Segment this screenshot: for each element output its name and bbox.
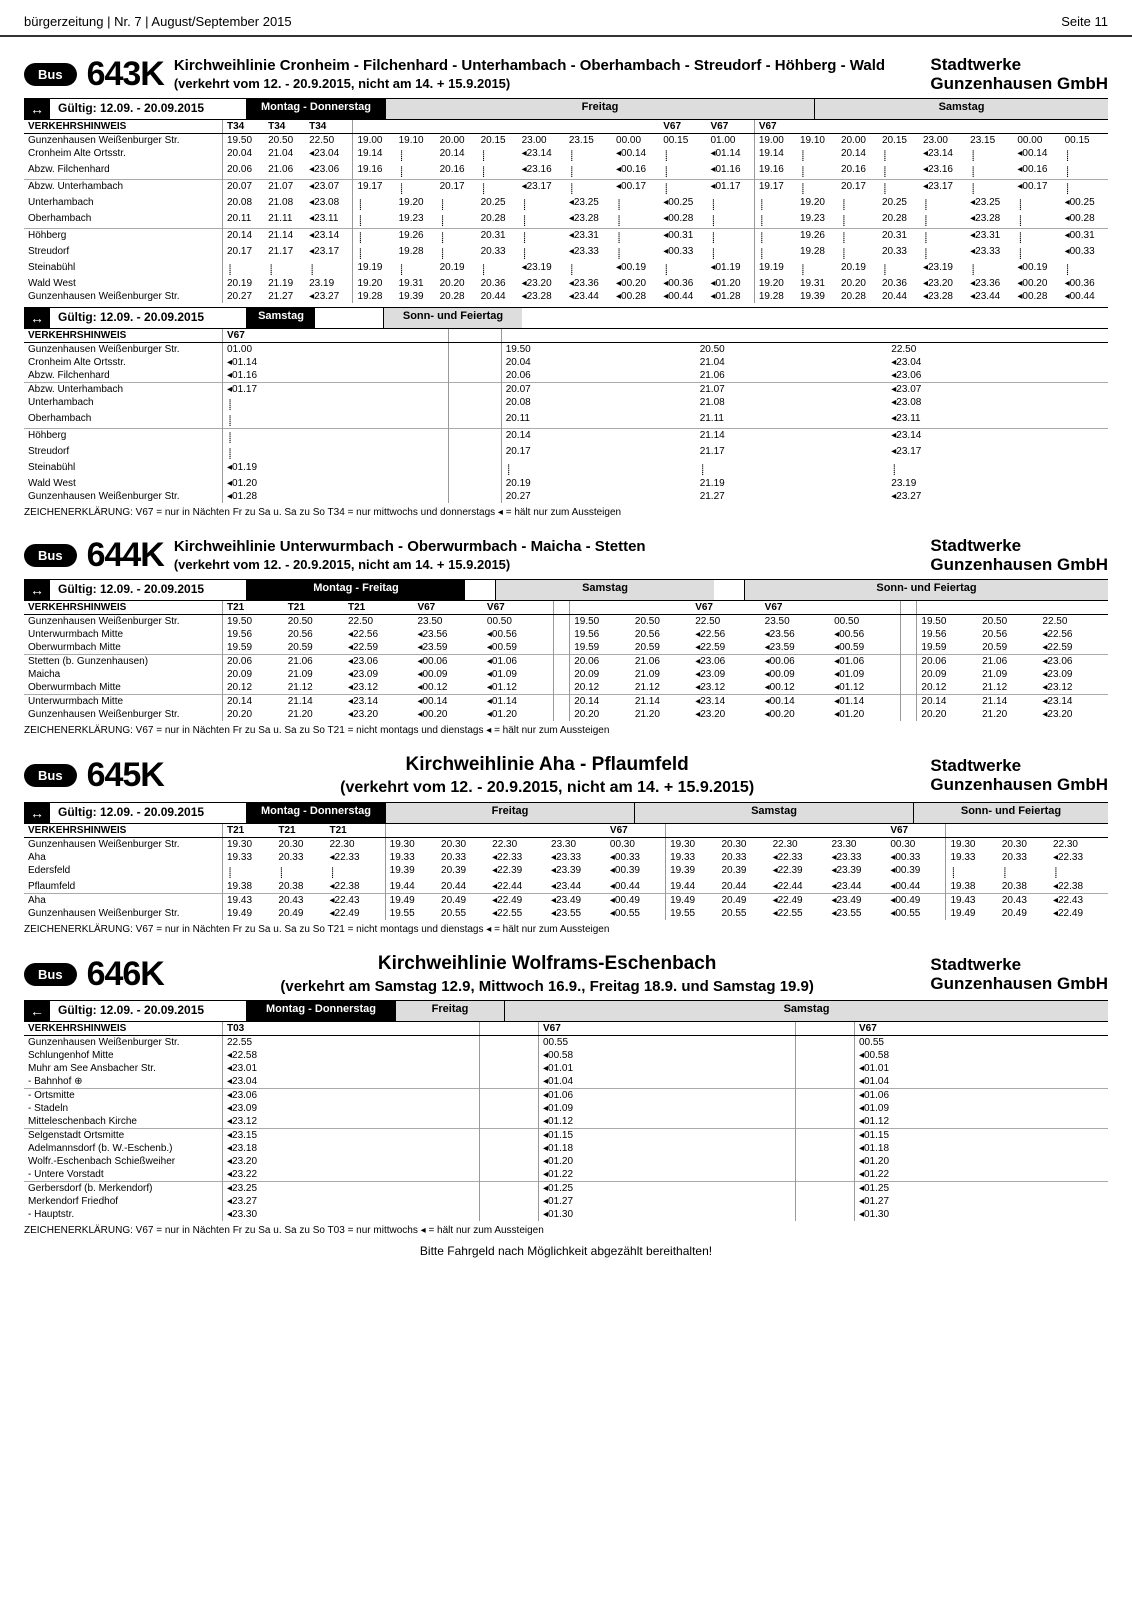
line-645k: Bus 645K Kirchweihlinie Aha - Pflaumfeld… bbox=[24, 754, 1108, 935]
line-desc: Kirchweihlinie Cronheim - Filchenhard - … bbox=[174, 57, 921, 92]
header-right: Seite 11 bbox=[1061, 14, 1108, 29]
line-643k: Bus 643K Kirchweihlinie Cronheim - Filch… bbox=[24, 55, 1108, 518]
brand: Stadtwerke Gunzenhausen GmbH bbox=[930, 56, 1108, 93]
arrow-both-icon: ↔ bbox=[24, 99, 50, 119]
line-number: 643K bbox=[87, 55, 164, 94]
header-left: bürgerzeitung | Nr. 7 | August/September… bbox=[24, 14, 292, 29]
line-644k: Bus 644K Kirchweihlinie Unterwurmbach - … bbox=[24, 536, 1108, 736]
page-header: bürgerzeitung | Nr. 7 | August/September… bbox=[0, 0, 1132, 37]
timetable-646k: VERKEHRSHINWEIST03V67V67Gunzenhausen Wei… bbox=[24, 1022, 1108, 1221]
timetable-643k-return: VERKEHRSHINWEISV67Gunzenhausen Weißenbur… bbox=[24, 329, 1108, 503]
valid-bar: ↔ Gültig: 12.09. - 20.09.2015 Montag - D… bbox=[24, 98, 1108, 120]
footnote-643k: ZEICHENERKLÄRUNG: V67 = nur in Nächten F… bbox=[24, 507, 1108, 518]
timetable-645k: VERKEHRSHINWEIST21T21T21V67V67Gunzenhaus… bbox=[24, 824, 1108, 920]
line-646k: Bus 646K Kirchweihlinie Wolframs-Eschenb… bbox=[24, 953, 1108, 1259]
bus-badge: Bus bbox=[24, 63, 77, 86]
timetable-643k-out: VERKEHRSHINWEIST34T34T34V67V67V67Gunzenh… bbox=[24, 120, 1108, 303]
timetable-644k: VERKEHRSHINWEIST21T21T21V67V67V67V67Gunz… bbox=[24, 601, 1108, 721]
